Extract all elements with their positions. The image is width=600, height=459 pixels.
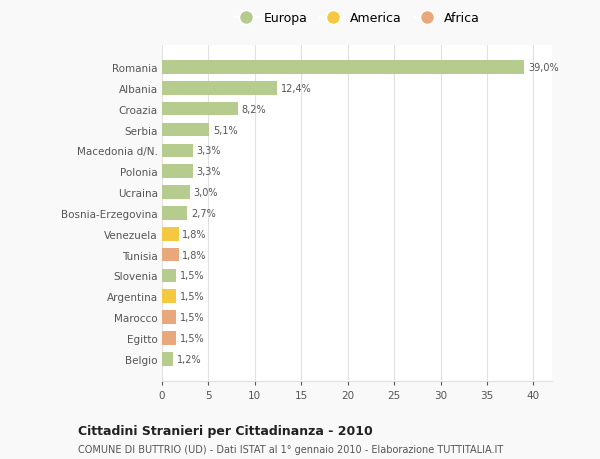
Bar xyxy=(162,123,209,137)
Text: 2,7%: 2,7% xyxy=(191,208,215,218)
Bar xyxy=(162,82,277,95)
Text: COMUNE DI BUTTRIO (UD) - Dati ISTAT al 1° gennaio 2010 - Elaborazione TUTTITALIA: COMUNE DI BUTTRIO (UD) - Dati ISTAT al 1… xyxy=(78,444,503,454)
Text: 1,5%: 1,5% xyxy=(179,271,204,281)
Text: Cittadini Stranieri per Cittadinanza - 2010: Cittadini Stranieri per Cittadinanza - 2… xyxy=(78,424,373,437)
Text: 3,3%: 3,3% xyxy=(196,146,221,156)
Text: 1,8%: 1,8% xyxy=(182,229,207,239)
Bar xyxy=(162,248,179,262)
Bar xyxy=(162,311,176,324)
Bar xyxy=(162,269,176,283)
Bar xyxy=(162,103,238,116)
Legend: Europa, America, Africa: Europa, America, Africa xyxy=(234,12,480,25)
Text: 1,5%: 1,5% xyxy=(179,333,204,343)
Text: 5,1%: 5,1% xyxy=(213,125,238,135)
Text: 3,3%: 3,3% xyxy=(196,167,221,177)
Text: 1,5%: 1,5% xyxy=(179,313,204,322)
Text: 1,8%: 1,8% xyxy=(182,250,207,260)
Bar xyxy=(162,61,524,75)
Text: 3,0%: 3,0% xyxy=(194,188,218,198)
Text: 12,4%: 12,4% xyxy=(281,84,311,94)
Bar xyxy=(162,352,173,366)
Bar xyxy=(162,186,190,199)
Bar xyxy=(162,331,176,345)
Text: 1,2%: 1,2% xyxy=(177,354,202,364)
Bar xyxy=(162,165,193,179)
Text: 8,2%: 8,2% xyxy=(242,105,266,114)
Bar xyxy=(162,207,187,220)
Text: 1,5%: 1,5% xyxy=(179,291,204,302)
Bar xyxy=(162,290,176,303)
Bar xyxy=(162,144,193,158)
Text: 39,0%: 39,0% xyxy=(528,63,559,73)
Bar xyxy=(162,228,179,241)
